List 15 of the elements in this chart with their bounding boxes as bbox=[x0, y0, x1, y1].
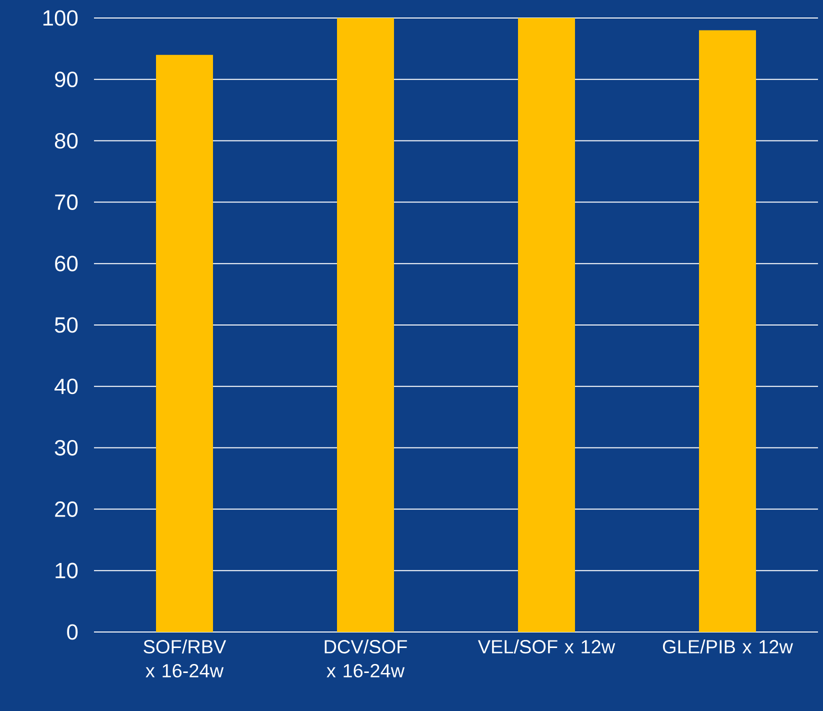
y-tick-label: 30 bbox=[54, 440, 78, 456]
y-tick-label: 60 bbox=[55, 256, 78, 272]
y-tick-label: 40 bbox=[54, 378, 78, 394]
x-tick-label: DCV/SOF x 16-24w bbox=[324, 640, 407, 678]
y-tick-label: 70 bbox=[55, 194, 78, 210]
y-tick-label: 0 bbox=[67, 624, 78, 640]
y-tick-label: 80 bbox=[54, 132, 78, 149]
x-tick-label: GLE/PIB x 12w bbox=[662, 640, 794, 654]
y-tick-label: 90 bbox=[55, 72, 78, 88]
y-tick-label: 20 bbox=[55, 501, 78, 517]
y-tick-label: 100 bbox=[43, 10, 78, 26]
y-tick-label: 10 bbox=[56, 562, 78, 578]
x-tick-label: VEL/SOF x 12w bbox=[478, 640, 616, 654]
x-tick-label: SOF/RBV x 16-24w bbox=[144, 640, 226, 678]
y-tick-label: 50 bbox=[54, 317, 78, 333]
